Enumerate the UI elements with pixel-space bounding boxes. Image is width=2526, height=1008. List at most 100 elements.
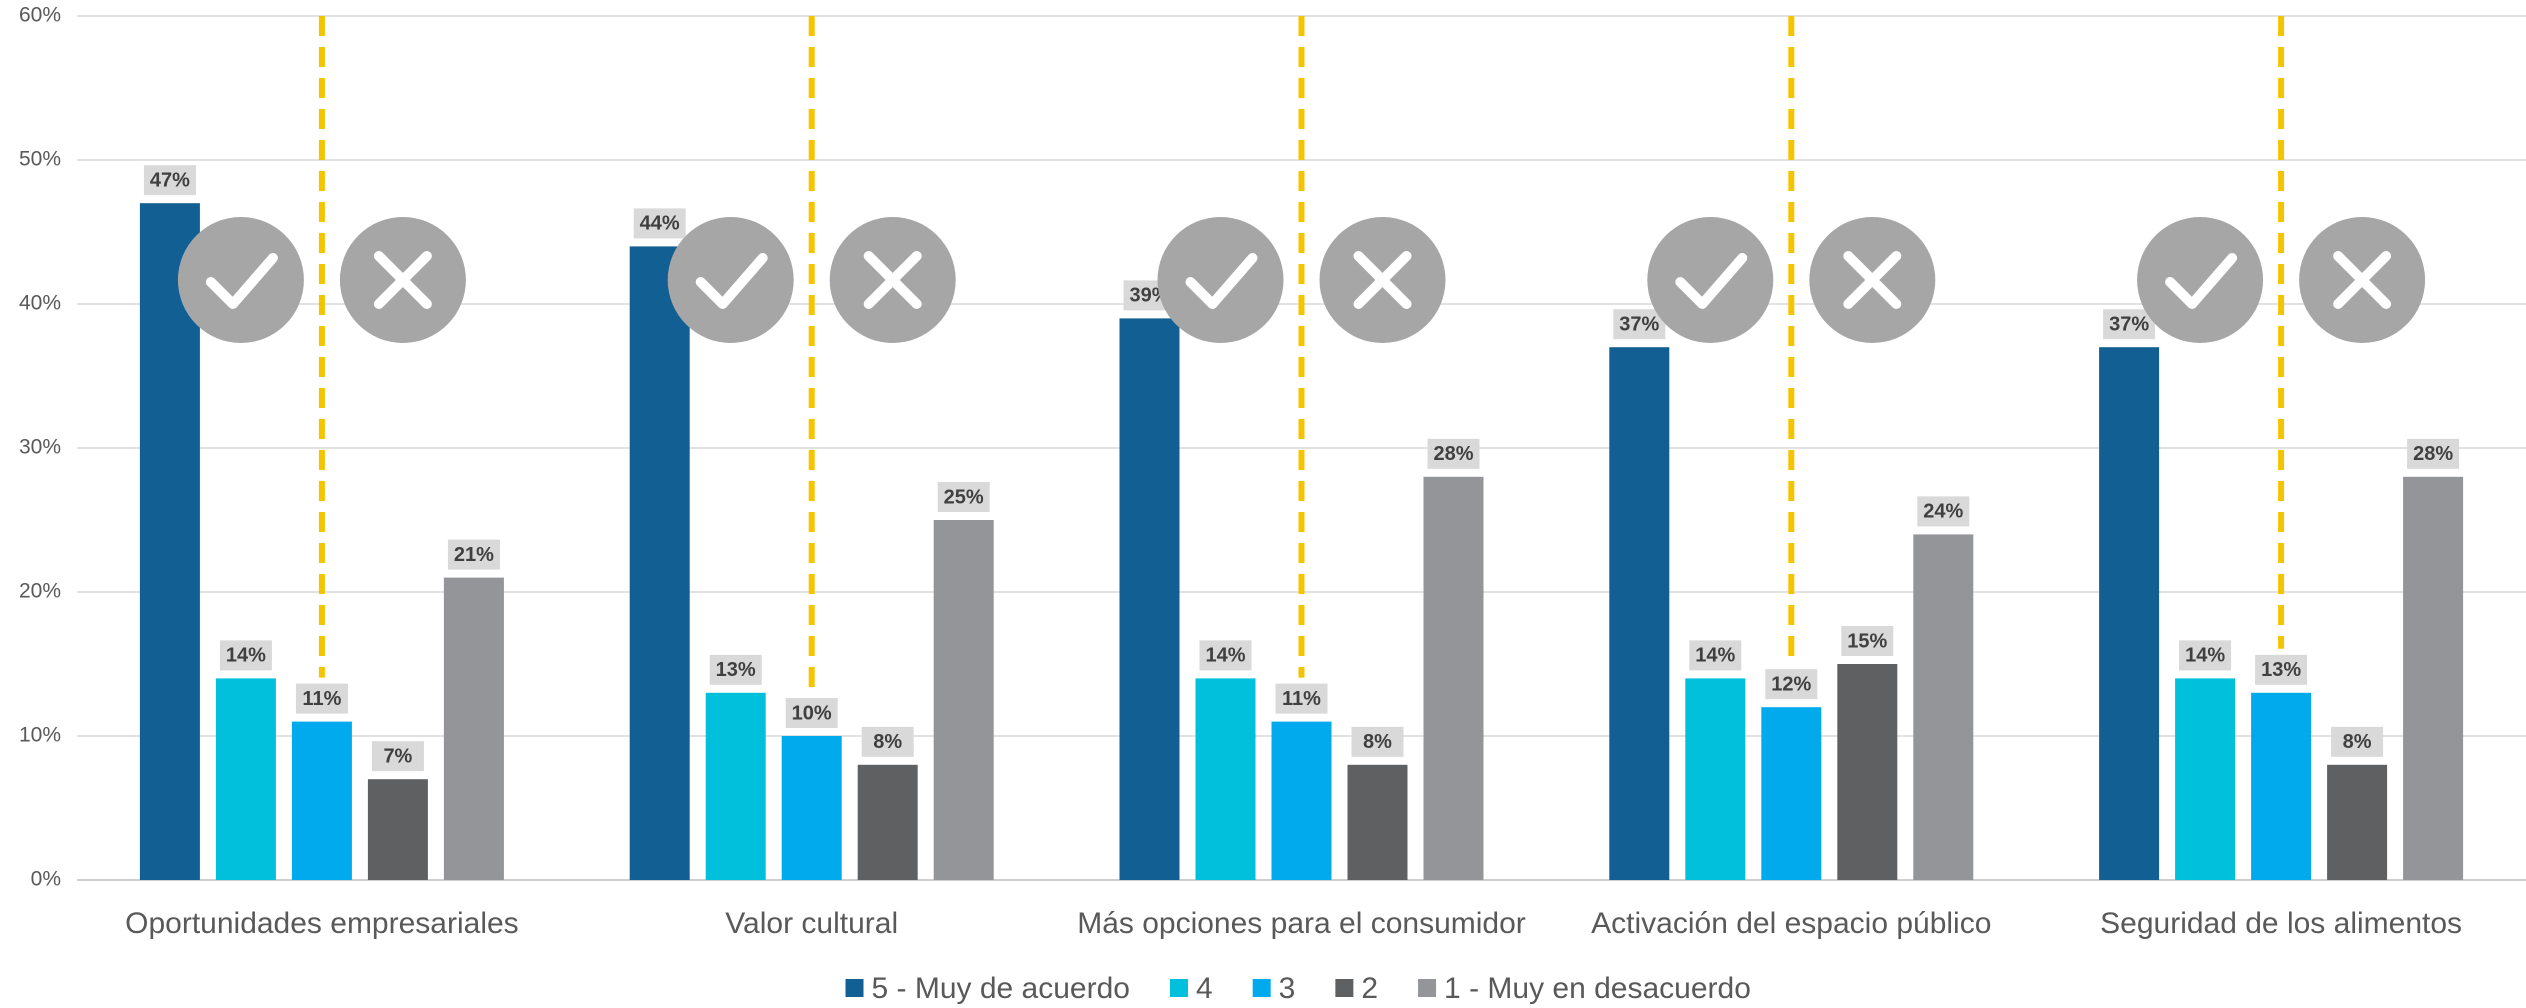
check-icon	[2137, 217, 2264, 343]
bar	[2251, 692, 2312, 880]
legend-label: 2	[1361, 972, 1378, 1005]
data-label-box	[1765, 669, 1818, 700]
legend-swatch	[1418, 979, 1437, 997]
check-circle	[667, 217, 794, 343]
data-label-box	[143, 165, 196, 196]
x-tick-label: Activación del espacio público	[1591, 907, 1991, 940]
check-icon	[1647, 217, 1774, 343]
legend-label: 4	[1196, 972, 1213, 1005]
cross-icon	[339, 217, 466, 343]
data-label: 7%	[383, 745, 412, 767]
data-label-box	[2179, 640, 2232, 671]
data-label: 8%	[873, 731, 902, 753]
data-label-box	[371, 741, 424, 772]
cross-icon	[2299, 217, 2426, 343]
data-label-box	[2407, 438, 2460, 469]
data-label: 21%	[454, 544, 494, 566]
legend-swatch	[845, 979, 864, 997]
y-tick-label: 50%	[19, 148, 61, 171]
data-label: 37%	[1619, 313, 1659, 335]
data-label-box	[1275, 683, 1328, 714]
data-label: 14%	[2185, 645, 2225, 667]
data-label-box	[785, 698, 838, 728]
data-label-box	[1199, 640, 1252, 671]
check-mark	[1675, 253, 1748, 309]
data-label-box	[709, 654, 762, 685]
data-label: 47%	[150, 169, 190, 191]
data-label: 11%	[302, 688, 341, 710]
cross-mark	[863, 251, 922, 309]
bar	[1119, 318, 1180, 880]
legend-swatch	[1252, 979, 1271, 997]
data-label: 28%	[2413, 443, 2453, 465]
bar	[443, 577, 504, 880]
bar	[1837, 664, 1898, 880]
data-label: 24%	[1923, 501, 1963, 523]
data-label-box	[295, 683, 348, 714]
data-label-box	[937, 482, 990, 512]
data-label-box	[447, 539, 500, 570]
bar	[781, 736, 842, 880]
data-label: 8%	[1363, 731, 1392, 753]
data-label: 28%	[1433, 443, 1473, 465]
data-label-box	[1427, 438, 1480, 469]
bar	[1347, 764, 1408, 880]
x-tick-label: Más opciones para el consumidor	[1077, 907, 1526, 940]
data-label: 11%	[1282, 688, 1321, 710]
data-label-box	[219, 640, 272, 671]
check-icon	[1157, 217, 1284, 343]
legend-swatch	[1335, 979, 1354, 997]
data-label: 15%	[1847, 630, 1887, 652]
data-label-box	[2331, 726, 2384, 757]
bar	[1423, 476, 1484, 880]
bar	[705, 692, 766, 880]
data-label-box	[2103, 309, 2156, 340]
legend-label: 5 - Muy de acuerdo	[872, 972, 1130, 1005]
check-mark	[205, 253, 278, 309]
data-label-box	[633, 208, 686, 239]
bar	[1913, 534, 1974, 880]
check-icon	[177, 217, 304, 343]
data-label-box	[1351, 726, 1404, 757]
y-tick-label: 20%	[19, 580, 61, 603]
bar	[2403, 476, 2464, 880]
check-mark	[695, 253, 768, 309]
bar	[857, 764, 918, 880]
data-label: 14%	[226, 645, 266, 667]
y-tick-label: 0%	[31, 868, 61, 891]
x-tick-label: Valor cultural	[725, 907, 898, 940]
data-label: 13%	[716, 659, 756, 681]
x-tick-label: Oportunidades empresariales	[125, 907, 519, 940]
cross-mark	[1353, 251, 1412, 309]
data-label: 37%	[2109, 313, 2149, 335]
bar	[2175, 678, 2236, 880]
cross-mark	[373, 251, 432, 309]
data-label: 13%	[2261, 659, 2301, 681]
data-label: 14%	[1695, 645, 1735, 667]
check-circle	[1647, 217, 1774, 343]
bar	[367, 779, 428, 880]
bar	[215, 678, 276, 880]
cross-icon	[829, 217, 956, 343]
bar	[2099, 347, 2160, 880]
bar	[1271, 721, 1332, 880]
cross-mark	[1843, 251, 1902, 309]
data-label-box	[2255, 654, 2308, 685]
y-tick-label: 40%	[19, 292, 61, 315]
check-icon	[667, 217, 794, 343]
data-label-box	[1841, 626, 1894, 656]
bar	[933, 520, 994, 880]
data-label-box	[861, 726, 914, 757]
data-label: 44%	[640, 213, 680, 235]
data-label-box	[1917, 496, 1970, 527]
check-circle	[1157, 217, 1284, 343]
cross-icon	[1319, 217, 1446, 343]
cross-icon	[1809, 217, 1936, 343]
data-label: 8%	[2343, 731, 2372, 753]
cross-mark	[2333, 251, 2392, 309]
check-mark	[2165, 253, 2238, 309]
y-tick-label: 60%	[19, 4, 61, 27]
legend-label: 3	[1279, 972, 1296, 1005]
check-circle	[2137, 217, 2264, 343]
